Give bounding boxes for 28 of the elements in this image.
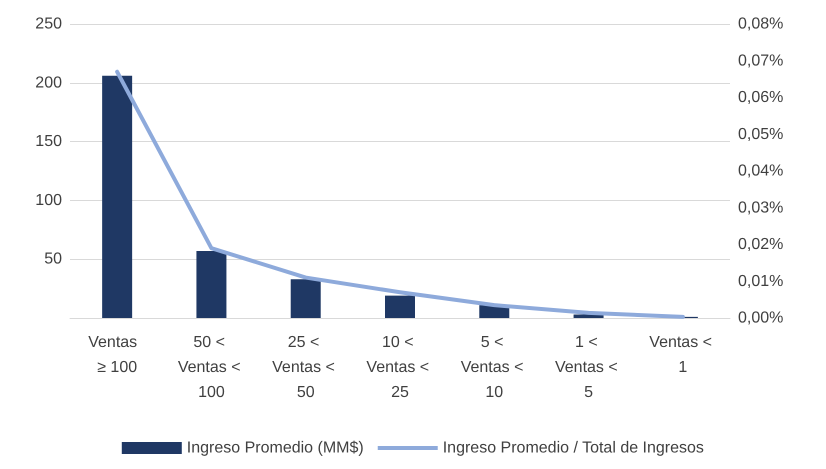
- y-tick-label: 250: [35, 16, 62, 32]
- y-tick-label: 50: [44, 250, 62, 268]
- x-tick-label: 5 < Ventas < 10: [460, 334, 528, 401]
- bar: [385, 296, 415, 318]
- y-tick-label: 100: [35, 192, 62, 209]
- y2-tick-label: 0,08%: [738, 16, 784, 32]
- y-tick-label: 150: [35, 133, 62, 150]
- y2-tick-label: 0,05%: [738, 126, 784, 143]
- x-tick-label: 1 < Ventas < 5: [554, 334, 622, 401]
- y2-tick-label: 0,02%: [738, 236, 784, 253]
- y2-tick-label: 0,06%: [738, 89, 784, 106]
- y2-tick-label: 0,07%: [738, 52, 784, 70]
- bar: [102, 76, 132, 318]
- legend-label: Ingreso Promedio (MM$): [186, 440, 364, 456]
- legend-label: Ingreso Promedio / Total de Ingresos: [442, 440, 704, 456]
- y2-tick-label: 0,03%: [738, 199, 784, 216]
- y2-tick-label: 0,04%: [738, 162, 784, 180]
- y2-tick-label: 0,01%: [738, 272, 784, 290]
- x-tick-label: 50 < Ventas < 100: [178, 334, 246, 401]
- x-tick-label: Ventas < 1: [649, 334, 716, 376]
- bar: [290, 279, 321, 318]
- bar: [196, 250, 226, 318]
- y-tick-label: 200: [35, 74, 62, 92]
- y2-tick-label: 0,00%: [738, 310, 784, 326]
- x-tick-label: 10 < Ventas < 25: [366, 334, 434, 401]
- x-tick-label: Ventas ≥ 100: [88, 334, 146, 376]
- line-series: [115, 70, 685, 319]
- x-tick-label: 25 < Ventas < 50: [272, 334, 340, 401]
